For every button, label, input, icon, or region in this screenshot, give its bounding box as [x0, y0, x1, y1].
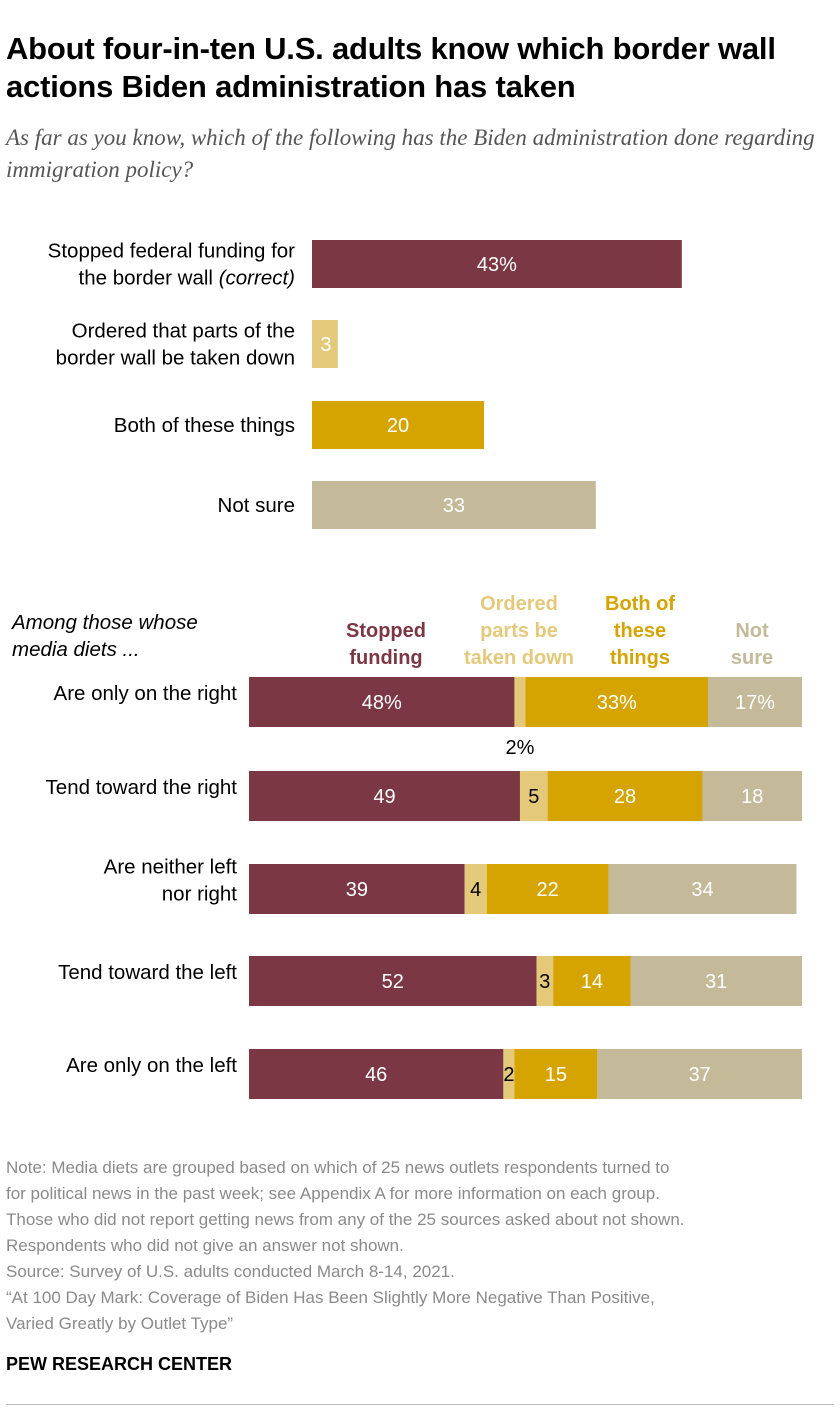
- value-label-stacked: 18: [741, 786, 763, 808]
- value-label-stacked: 22: [536, 879, 558, 901]
- bar-segment-2: [547, 771, 703, 821]
- chart-title: About four-in-ten U.S. adults know which…: [6, 31, 776, 104]
- correct-note: (correct): [219, 267, 295, 290]
- category-label-overall: Ordered that parts of the: [72, 320, 295, 343]
- category-label-overall: the border wall (correct): [79, 267, 295, 290]
- value-label-overall-2: 20: [387, 415, 409, 437]
- legend-label-2: these: [614, 620, 666, 642]
- value-label-stacked: 3: [539, 971, 550, 993]
- value-label-stacked: 39: [346, 879, 368, 901]
- category-label-overall: Stopped federal funding for: [48, 240, 295, 263]
- bar-segment-3: [608, 864, 797, 914]
- category-label-overall: Both of these things: [114, 414, 295, 437]
- row-header: media diets ...: [12, 638, 140, 661]
- bar-segment-3: [702, 771, 802, 821]
- bar-segment-2: [553, 956, 631, 1006]
- value-label-stacked: 52: [382, 971, 404, 993]
- pew-logo-text: PEW RESEARCH CENTER: [6, 1354, 233, 1374]
- bottom-divider: [6, 1404, 834, 1405]
- bar-segment-2: [525, 677, 708, 727]
- bar-segment-0: [249, 864, 465, 914]
- bar-segment-3: [630, 956, 802, 1006]
- note-line: Note: Media diets are grouped based on w…: [6, 1158, 670, 1177]
- category-label-stacked: Tend toward the left: [58, 961, 237, 984]
- report-title-line: “At 100 Day Mark: Coverage of Biden Has …: [6, 1288, 655, 1307]
- bar-segment-0: [249, 956, 537, 1006]
- media-diet-stacked-chart: Among those whose media diets ... Stopped f…: [10, 593, 802, 1099]
- bar-segment-2: [486, 864, 609, 914]
- category-label-overall: Not sure: [218, 494, 295, 517]
- category-label-stacked: nor right: [162, 883, 238, 906]
- value-label-stacked: 17%: [735, 692, 775, 714]
- bar-segment-3: [707, 677, 802, 727]
- legend-label-1: taken down: [464, 647, 574, 669]
- value-label-stacked: 34: [691, 879, 713, 901]
- category-label-stacked: Are only on the left: [66, 1054, 237, 1077]
- legend-label-1: parts be: [480, 620, 558, 642]
- value-label-stacked: 4: [470, 879, 481, 901]
- value-label-stacked: 48%: [362, 692, 402, 714]
- value-label-stacked: 2: [503, 1064, 514, 1086]
- value-label-stacked: 15: [545, 1064, 567, 1086]
- value-label-overall-1: 3: [320, 334, 331, 356]
- category-label-stacked: Tend toward the right: [46, 776, 238, 799]
- note-line: Those who did not report getting news fr…: [6, 1210, 685, 1229]
- bar-segment-1: [464, 864, 487, 914]
- legend-label-0: funding: [349, 647, 422, 669]
- report-title-line: Varied Greatly by Outlet Type”: [6, 1314, 234, 1333]
- legend-label-2: things: [610, 647, 670, 669]
- value-label-overall-3: 33: [443, 495, 465, 517]
- bar-overall-3: [312, 481, 596, 529]
- legend-label-3: sure: [731, 647, 773, 669]
- bar-segment-3: [597, 1049, 802, 1099]
- value-label-overall-0: 43%: [477, 254, 517, 276]
- chart-subtitle: As far as you know, which of the followi…: [6, 125, 815, 182]
- source-line: Source: Survey of U.S. adults conducted …: [6, 1262, 455, 1281]
- bar-overall-2: [312, 401, 484, 449]
- bar-segment-1: [514, 677, 526, 727]
- value-label-stacked: 31: [705, 971, 727, 993]
- category-label-text: the border wall: [79, 267, 219, 290]
- row-header: Among those whose: [10, 611, 198, 634]
- category-label-stacked: Are neither left: [104, 856, 238, 879]
- bar-segment-1: [536, 956, 554, 1006]
- note-line: for political news in the past week; see…: [6, 1184, 660, 1203]
- category-label-stacked: Are only on the right: [54, 682, 238, 705]
- value-label-stacked: 33%: [597, 692, 637, 714]
- category-label-overall: border wall be taken down: [56, 347, 295, 370]
- bar-segment-0: [249, 1049, 504, 1099]
- bar-overall-0: [312, 240, 682, 288]
- notes-block: Note: Media diets are grouped based on w…: [6, 1155, 836, 1337]
- bar-overall-1: [312, 320, 338, 368]
- legend-label-0: Stopped: [346, 620, 426, 642]
- value-label-stacked: 5: [528, 786, 539, 808]
- legend-label-3: Not: [735, 620, 769, 642]
- value-label-stacked: 14: [581, 971, 603, 993]
- value-label-stacked: 28: [614, 786, 636, 808]
- legend-label-1: Ordered: [480, 593, 558, 615]
- value-label-stacked: 46: [365, 1064, 387, 1086]
- value-label-stacked: 2%: [506, 737, 535, 759]
- bar-segment-1: [503, 1049, 515, 1099]
- bar-segment-1: [519, 771, 548, 821]
- note-line: Respondents who did not give an answer n…: [6, 1236, 404, 1255]
- overall-bar-chart: 43% Stopped federal funding for the border…: [48, 240, 682, 529]
- legend-label-2: Both of: [605, 593, 675, 615]
- value-label-stacked: 37: [689, 1064, 711, 1086]
- bar-segment-0: [249, 677, 515, 727]
- bar-segment-2: [514, 1049, 598, 1099]
- value-label-stacked: 49: [373, 786, 395, 808]
- bar-segment-0: [249, 771, 520, 821]
